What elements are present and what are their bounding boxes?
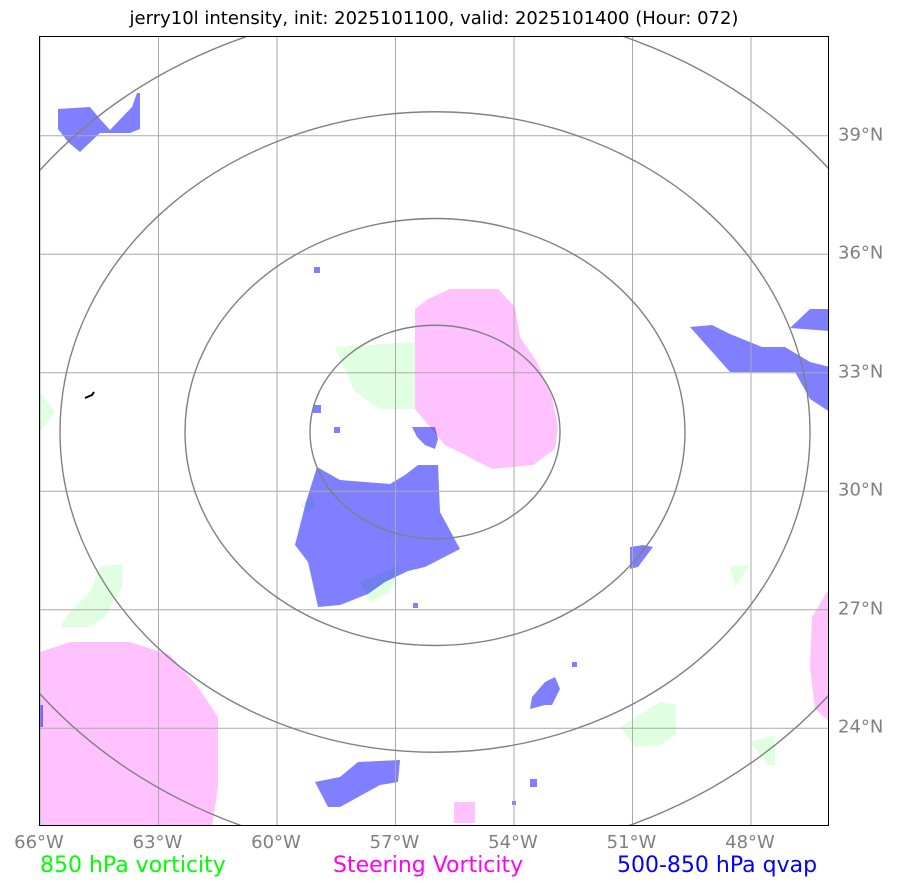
- map-canvas: [40, 37, 828, 825]
- legend-steering-vorticity: Steering Vorticity: [333, 853, 524, 878]
- longitude-tick-label: 51°W: [606, 832, 657, 853]
- longitude-tick-label: 54°W: [488, 832, 538, 853]
- legend-qvap: 500-850 hPa qvap: [617, 853, 818, 878]
- qvap-blob: [40, 705, 43, 727]
- steering-vorticity-layer: [40, 289, 828, 825]
- qvap-blob: [572, 662, 577, 667]
- vorticity-850-blob: [730, 565, 750, 587]
- longitude-tick-label: 63°W: [132, 832, 183, 853]
- qvap-blob: [58, 93, 140, 152]
- qvap-blob: [295, 465, 460, 607]
- steering-vorticity-blob: [415, 289, 558, 469]
- range-rings: [40, 37, 828, 825]
- vorticity-850-blob: [620, 702, 676, 747]
- vorticity-850-blob: [60, 564, 122, 627]
- vorticity-850-blob: [335, 342, 415, 409]
- latitude-tick-label: 36°N: [838, 242, 884, 264]
- qvap-layer: [40, 93, 828, 807]
- qvap-blob: [530, 677, 560, 709]
- vorticity-850-blob: [40, 392, 55, 432]
- latitude-tick-label: 24°N: [838, 716, 884, 738]
- qvap-blob: [412, 427, 438, 449]
- qvap-blob: [530, 779, 537, 787]
- longitude-tick-label: 66°W: [14, 832, 64, 853]
- steering-vorticity-blob: [454, 802, 475, 823]
- qvap-blob: [790, 309, 828, 331]
- qvap-blob: [313, 405, 321, 413]
- latitude-tick-label: 39°N: [838, 124, 884, 146]
- longitude-tick-label: 60°W: [251, 832, 301, 853]
- coastline-fragment: [84, 391, 95, 399]
- range-ring: [184, 217, 686, 647]
- longitude-tick-label: 57°W: [369, 832, 420, 853]
- qvap-blob: [315, 760, 400, 807]
- range-ring: [59, 111, 811, 753]
- qvap-blob: [690, 325, 828, 411]
- steering-vorticity-blob: [810, 590, 828, 721]
- latitude-tick-label: 33°N: [838, 361, 884, 383]
- vorticity-850-blob: [750, 735, 775, 765]
- latitude-tick-label: 30°N: [838, 479, 884, 501]
- steering-vorticity-blob: [40, 642, 218, 825]
- longitude-tick-label: 48°W: [725, 832, 775, 853]
- latitude-tick-label: 27°N: [838, 598, 884, 620]
- qvap-blob: [413, 603, 418, 608]
- legend-850-vorticity: 850 hPa vorticity: [40, 853, 226, 878]
- qvap-blob: [314, 267, 320, 273]
- map-title: jerry10l intensity, init: 2025101100, va…: [129, 8, 739, 29]
- range-ring: [309, 324, 561, 540]
- qvap-blob: [630, 545, 653, 569]
- graticule: [40, 37, 828, 825]
- map-panel[interactable]: [39, 36, 829, 826]
- qvap-blob: [334, 427, 340, 433]
